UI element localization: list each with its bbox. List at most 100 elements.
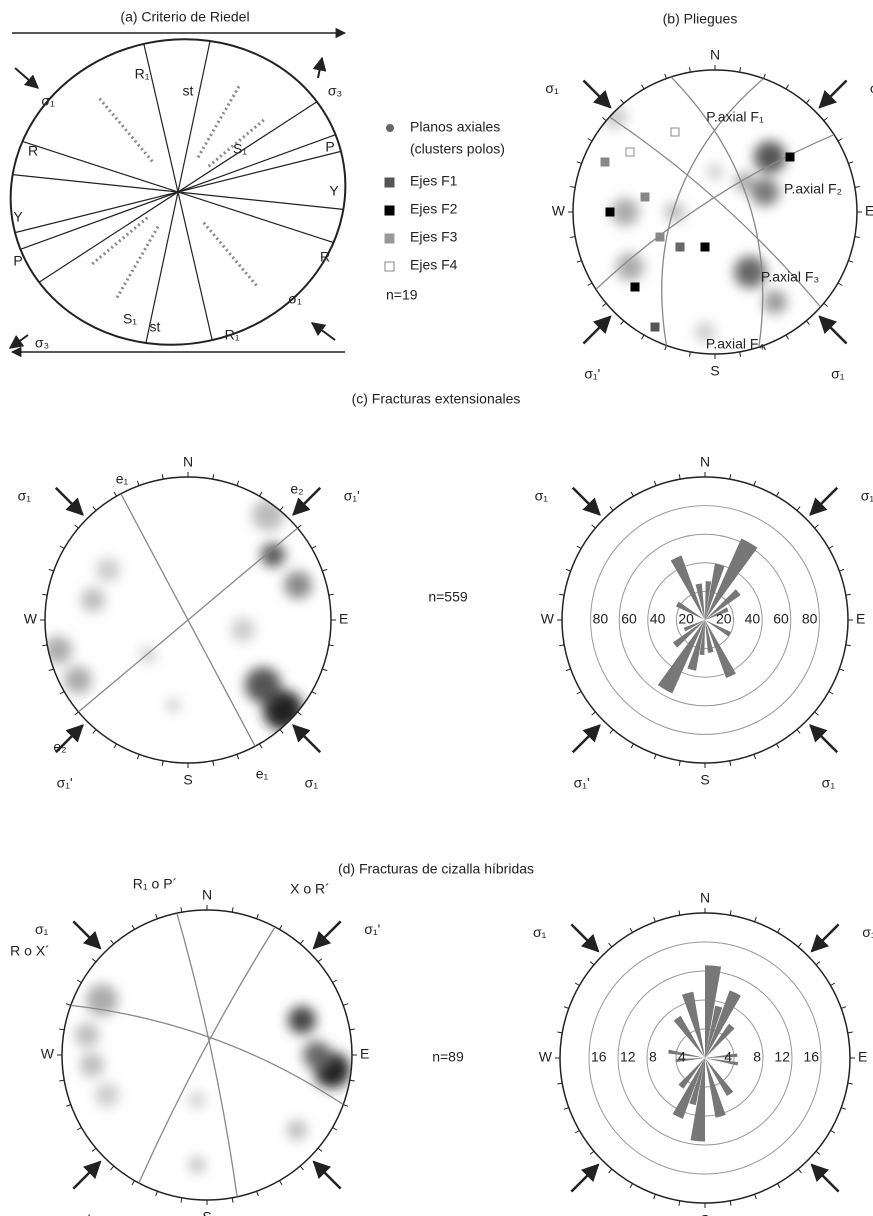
density-blob — [231, 618, 255, 642]
ring-label: 8 — [649, 1049, 657, 1065]
net-tick — [590, 962, 594, 965]
net-tick — [181, 1198, 182, 1203]
net-tick — [848, 261, 853, 263]
net-tick — [841, 1007, 846, 1009]
net-tick — [610, 507, 613, 511]
panel-title: (a) Criterio de Riedel — [120, 9, 249, 25]
net-tick — [42, 645, 47, 646]
compass-label: N — [700, 454, 710, 470]
net-tick — [232, 907, 233, 912]
net-tick — [621, 99, 624, 103]
ring-label: 4 — [724, 1049, 732, 1065]
net-tick — [575, 1131, 579, 1134]
net-tick — [848, 1032, 853, 1033]
net-tick — [42, 594, 47, 595]
legend-label: Ejes F4 — [410, 257, 458, 273]
net-tick — [755, 917, 757, 922]
net-tick — [280, 1181, 283, 1185]
net-tick — [577, 162, 582, 164]
net-tick — [60, 692, 64, 695]
fold-axis-point — [656, 233, 664, 241]
sample-count: n=19 — [386, 287, 418, 303]
ring-label: 4 — [678, 1049, 686, 1065]
net-tick — [114, 492, 117, 496]
stress-arrow — [314, 1162, 341, 1189]
rose-petal — [705, 1053, 737, 1058]
net-tick — [75, 712, 79, 715]
density-blob — [189, 1157, 205, 1173]
fault-label: P — [325, 139, 334, 155]
density-contours — [603, 105, 787, 342]
panel-title: (c) Fracturas extensionales — [352, 391, 521, 407]
structure-hatch — [204, 223, 259, 288]
net-tick — [257, 914, 259, 919]
net-tick — [329, 594, 334, 595]
net-tick — [213, 761, 214, 766]
fault-label: st — [183, 83, 194, 99]
ring-label: 16 — [591, 1049, 607, 1065]
stress-arrow — [56, 488, 83, 515]
net-tick — [815, 712, 819, 715]
net-tick — [816, 1151, 820, 1154]
legend-label: Ejes F3 — [410, 229, 458, 245]
stress-label: σ₁' — [584, 366, 600, 382]
sample-count: n=559 — [428, 589, 468, 605]
stress-arrow — [571, 924, 598, 951]
compass-label: E — [339, 611, 348, 627]
net-tick — [665, 345, 667, 350]
stress-arrow — [293, 725, 320, 752]
net-tick — [786, 85, 789, 89]
density-blob — [603, 105, 627, 129]
compass-label: N — [202, 887, 212, 903]
net-tick — [848, 1083, 853, 1084]
net-tick — [630, 928, 633, 932]
great-circle — [177, 913, 237, 1197]
density-blob — [707, 164, 723, 180]
net-tick — [162, 474, 163, 479]
net-tick — [132, 1181, 135, 1185]
fold-axis-point — [676, 243, 684, 251]
fault-label: R₁ — [225, 327, 240, 343]
net-tick — [66, 1004, 71, 1006]
ring-label: 12 — [774, 1049, 790, 1065]
compass-label: W — [552, 203, 566, 219]
net-tick — [66, 1105, 71, 1107]
net-tick — [343, 1004, 348, 1006]
net-tick — [329, 645, 334, 646]
stress-label: σ₁' — [344, 487, 360, 503]
ring-label: 60 — [773, 611, 789, 627]
net-tick — [689, 67, 690, 72]
stress-arrow — [318, 58, 322, 78]
fault-label: S₁ — [123, 311, 137, 327]
net-tick — [730, 761, 731, 766]
net-tick — [559, 645, 564, 646]
net-tick — [831, 1131, 835, 1134]
net-tick — [609, 943, 612, 947]
net-tick — [778, 1184, 781, 1188]
sample-count: n=89 — [432, 1049, 464, 1065]
net-tick — [679, 910, 680, 915]
ring-label: 60 — [621, 611, 637, 627]
net-tick — [300, 940, 303, 944]
stress-label: σ₁' — [861, 487, 873, 503]
net-tick — [824, 303, 828, 306]
stress-label: σ₁ — [325, 1211, 339, 1216]
ring-label: 40 — [745, 611, 761, 627]
fold-axis-point — [631, 283, 639, 291]
net-tick — [333, 980, 337, 983]
net-tick — [855, 237, 860, 238]
net-tick — [642, 335, 645, 339]
plane-label: X o R´ — [290, 881, 330, 897]
stress-label: σ₁ — [288, 291, 302, 307]
fold-axis-point — [606, 208, 614, 216]
legend-symbol — [385, 206, 394, 215]
stress-arrow — [573, 725, 600, 752]
fold-axis-point — [786, 153, 794, 161]
net-tick — [280, 730, 283, 734]
net-tick — [838, 283, 842, 286]
net-tick — [181, 907, 182, 912]
net-tick — [59, 1029, 64, 1030]
net-tick — [755, 1194, 757, 1199]
net-tick — [806, 99, 809, 103]
stress-label: σ₃ — [35, 335, 49, 351]
